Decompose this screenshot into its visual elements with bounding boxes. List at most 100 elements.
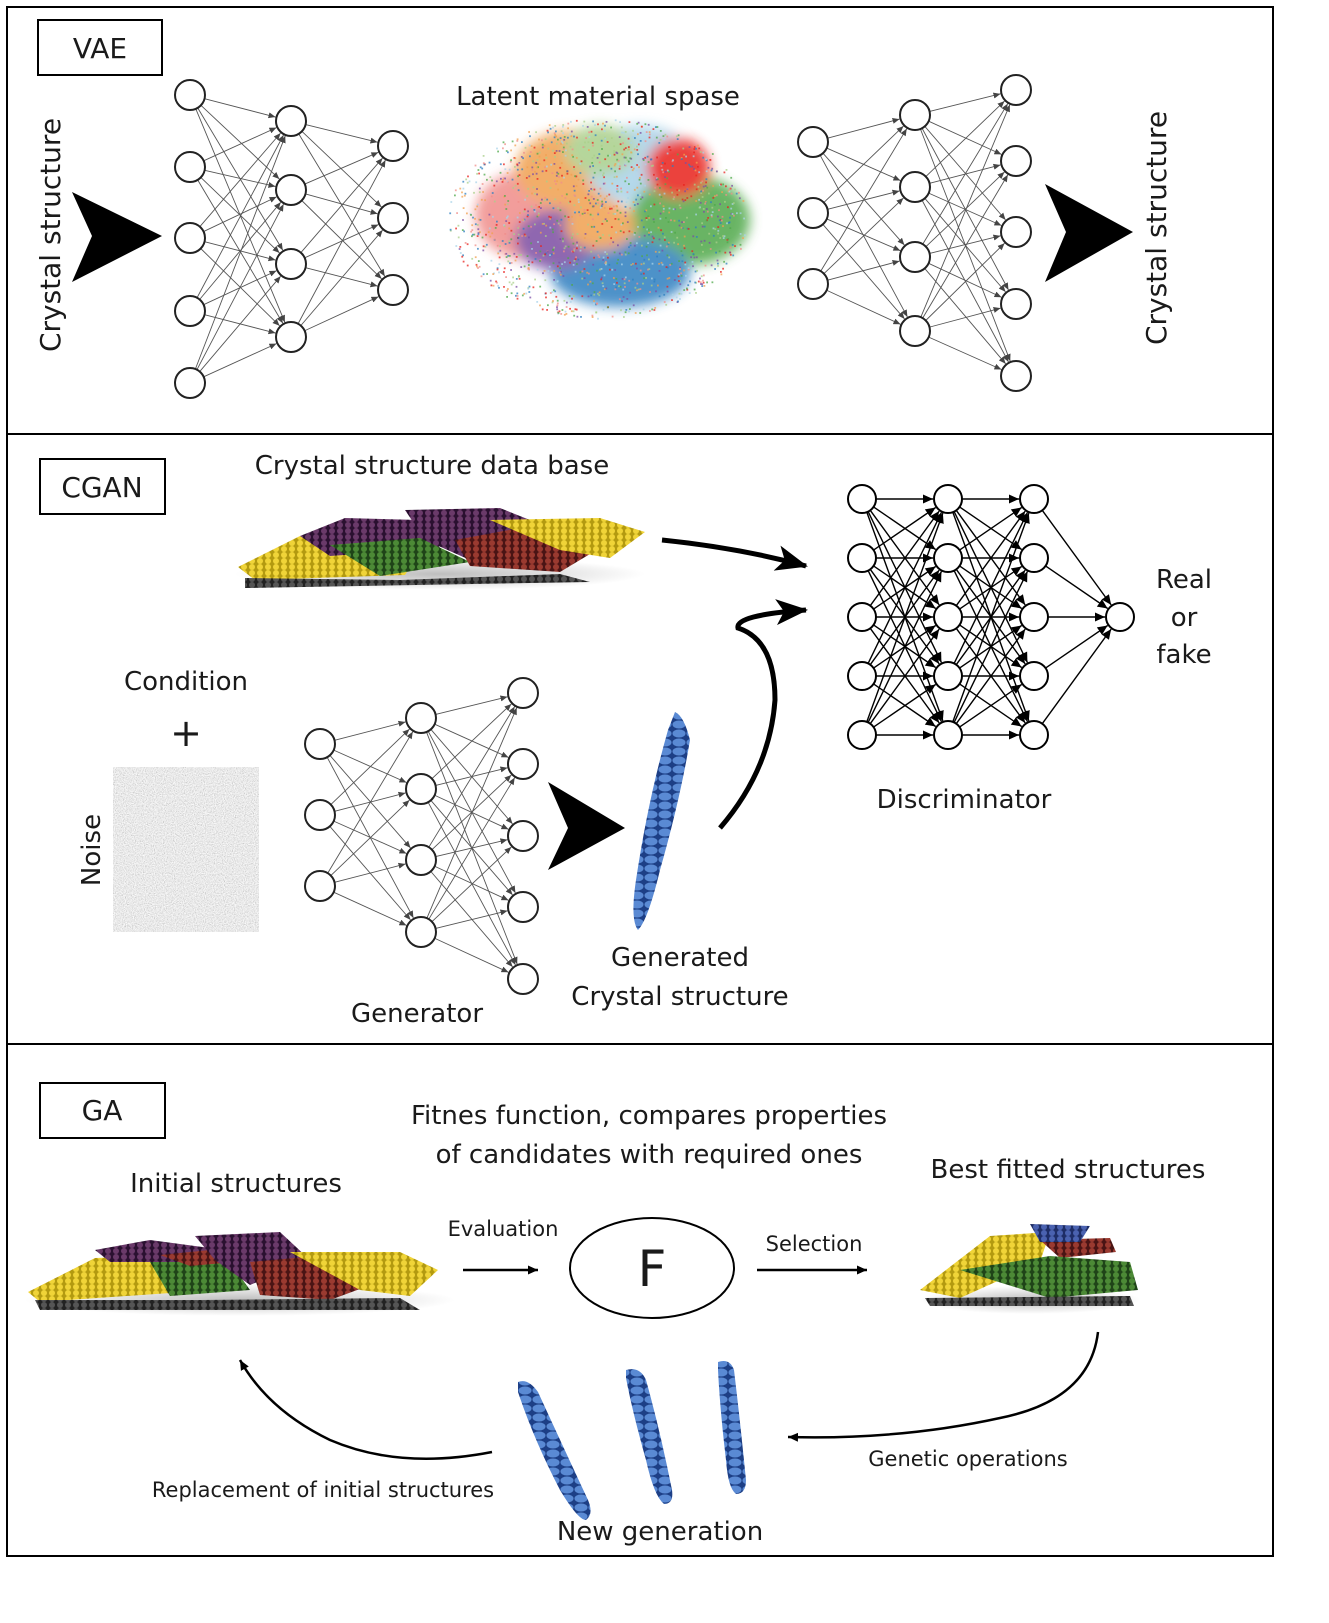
latent-point	[577, 258, 580, 261]
latent-point	[563, 313, 566, 316]
latent-point	[699, 151, 702, 153]
latent-point	[508, 240, 510, 243]
latent-point	[668, 256, 671, 259]
latent-point	[642, 282, 644, 285]
genetic-operations-label: Genetic operations	[868, 1447, 1067, 1471]
latent-point	[510, 269, 512, 271]
latent-point	[698, 206, 701, 209]
latent-point	[686, 288, 689, 291]
latent-point	[581, 277, 584, 280]
latent-point	[553, 289, 555, 292]
latent-point	[476, 205, 479, 208]
latent-point	[471, 224, 474, 227]
latent-point	[602, 308, 605, 311]
latent-point	[719, 203, 721, 206]
network-node	[933, 661, 963, 691]
latent-point	[711, 206, 714, 209]
latent-point	[685, 274, 687, 277]
latent-point	[572, 264, 575, 266]
latent-point	[597, 203, 599, 206]
latent-point	[617, 200, 620, 203]
latent-point	[592, 165, 594, 167]
latent-point	[535, 166, 538, 169]
latent-point	[602, 174, 604, 177]
latent-point	[704, 202, 707, 205]
latent-point	[732, 202, 735, 204]
latent-point	[693, 288, 696, 291]
discriminator-network	[847, 484, 1135, 750]
latent-point	[604, 218, 607, 221]
latent-point	[718, 209, 720, 212]
latent-point	[477, 260, 480, 262]
latent-point	[546, 250, 549, 253]
latent-point	[482, 155, 485, 157]
network-connection	[333, 820, 407, 854]
latent-point	[633, 244, 636, 247]
latent-point	[505, 220, 508, 222]
latent-point	[512, 281, 515, 284]
latent-point	[739, 233, 742, 235]
latent-point	[541, 143, 544, 146]
latent-point	[489, 176, 492, 178]
latent-point	[692, 155, 695, 158]
latent-point	[564, 310, 567, 313]
latent-point	[653, 278, 656, 281]
latent-point	[702, 156, 705, 159]
latent-point	[677, 134, 680, 137]
latent-point	[690, 256, 692, 259]
latent-point	[629, 157, 632, 160]
latent-point	[679, 207, 682, 209]
latent-point	[615, 231, 618, 234]
latent-point	[651, 241, 654, 244]
latent-point	[645, 217, 648, 219]
latent-point	[503, 271, 505, 273]
latent-point	[664, 171, 667, 173]
latent-point	[602, 172, 605, 175]
latent-point	[568, 295, 571, 297]
latent-point	[681, 221, 683, 224]
latent-point	[503, 225, 506, 228]
latent-point	[687, 284, 690, 287]
network-connection	[428, 777, 516, 920]
latent-point	[722, 225, 724, 227]
latent-point	[651, 262, 654, 265]
latent-point	[587, 212, 589, 215]
latent-point	[653, 280, 656, 283]
latent-point	[571, 250, 573, 253]
latent-point	[663, 138, 666, 141]
latent-point	[615, 278, 618, 280]
latent-point	[541, 146, 544, 149]
latent-point	[613, 176, 616, 178]
latent-point	[449, 228, 452, 231]
latent-point	[523, 292, 526, 295]
latent-point	[557, 207, 559, 210]
latent-point	[559, 137, 562, 139]
latent-point	[637, 194, 639, 197]
latent-point	[590, 188, 593, 190]
latent-point	[598, 161, 601, 164]
latent-point	[506, 216, 508, 219]
network-connection	[297, 159, 386, 324]
latent-point	[580, 246, 582, 249]
latent-point	[479, 231, 481, 234]
latent-point	[693, 151, 695, 154]
latent-point	[692, 235, 695, 238]
latent-point	[609, 154, 611, 157]
network-connection	[873, 506, 937, 551]
latent-point	[551, 228, 554, 231]
latent-point	[520, 254, 522, 256]
latent-point	[559, 166, 562, 169]
latent-point	[556, 219, 559, 222]
latent-point	[490, 284, 493, 287]
latent-point	[681, 254, 684, 257]
latent-point	[459, 246, 462, 248]
latent-point	[516, 297, 519, 300]
network-connection	[426, 707, 518, 919]
generator-label: Generator	[351, 999, 483, 1029]
latent-point	[574, 270, 577, 273]
network-node	[847, 543, 877, 573]
latent-point	[541, 198, 543, 201]
latent-point	[590, 130, 593, 133]
latent-point	[664, 162, 666, 165]
latent-point	[670, 231, 673, 233]
